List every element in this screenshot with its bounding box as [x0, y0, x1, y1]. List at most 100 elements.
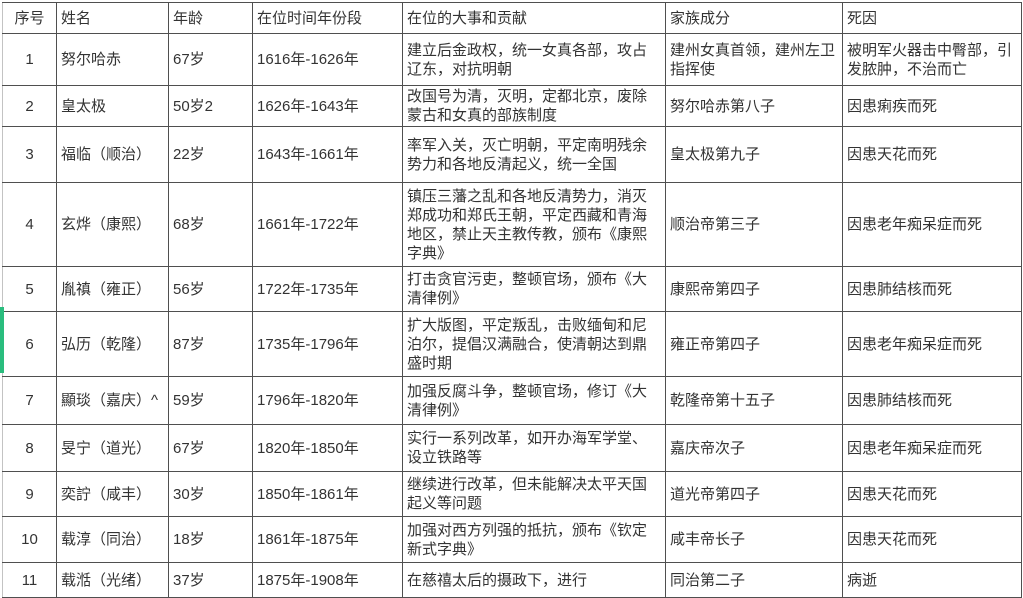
table-row: 4 玄烨（康熙） 68岁 1661年-1722年 镇压三藩之乱和各地反清势力，消灭郑成功…	[2, 182, 1022, 267]
cell-index[interactable]: 1	[2, 33, 57, 86]
cell-name[interactable]: 弘历（乾隆）	[56, 311, 169, 377]
cell-deeds[interactable]: 加强对西方列强的抵抗，颁布《钦定新式字典》	[402, 516, 666, 563]
cell-reign[interactable]: 1661年-1722年	[252, 182, 403, 267]
table-row: 10 载淳（同治） 18岁 1861年-1875年 加强对西方列强的抵抗，颁布《钦定新式…	[2, 516, 1022, 563]
cell-death[interactable]: 因患老年痴呆症而死	[842, 182, 1022, 267]
cell-deeds[interactable]: 率军入关，灭亡明朝，平定南明残余势力和各地反清起义，统一全国	[402, 126, 666, 183]
cell-family[interactable]: 同治第二子	[665, 562, 843, 598]
cell-age[interactable]: 67岁	[168, 33, 253, 86]
cell-age[interactable]: 30岁	[168, 471, 253, 517]
cell-deeds[interactable]: 改国号为清，灭明，定都北京，废除蒙古和女真的部族制度	[402, 85, 666, 127]
cell-age[interactable]: 50岁2	[168, 85, 253, 127]
cell-death[interactable]: 因患肺结核而死	[842, 376, 1022, 425]
table-header-row: 序号 姓名 年龄 在位时间年份段 在位的大事和贡献 家族成分 死因	[2, 2, 1022, 34]
table-row: 1 努尔哈赤 67岁 1616年-1626年 建立后金政权，统一女真各部，攻占辽东，对抗…	[2, 33, 1022, 86]
cell-family[interactable]: 康熙帝第四子	[665, 266, 843, 312]
cell-age[interactable]: 67岁	[168, 424, 253, 472]
cell-reign[interactable]: 1850年-1861年	[252, 471, 403, 517]
header-deeds[interactable]: 在位的大事和贡献	[402, 2, 666, 34]
cell-reign[interactable]: 1796年-1820年	[252, 376, 403, 425]
cell-deeds[interactable]: 在慈禧太后的摄政下，进行	[402, 562, 666, 598]
cell-name[interactable]: 载淳（同治）	[56, 516, 169, 563]
header-family[interactable]: 家族成分	[665, 2, 843, 34]
cell-name[interactable]: 顯琰（嘉庆）^	[56, 376, 169, 425]
cell-death[interactable]: 因患天花而死	[842, 126, 1022, 183]
table-row: 8 旻宁（道光） 67岁 1820年-1850年 实行一系列改革，如开办海军学堂、设立铁…	[2, 424, 1022, 472]
cell-name[interactable]: 努尔哈赤	[56, 33, 169, 86]
header-death[interactable]: 死因	[842, 2, 1022, 34]
cell-deeds[interactable]: 扩大版图，平定叛乱，击败缅甸和尼泊尔，提倡汉满融合，使清朝达到鼎盛时期	[402, 311, 666, 377]
cell-reign[interactable]: 1643年-1661年	[252, 126, 403, 183]
cell-index[interactable]: 2	[2, 85, 57, 127]
table-row: 6 弘历（乾隆） 87岁 1735年-1796年 扩大版图，平定叛乱，击败缅甸和尼泊尔，…	[2, 311, 1022, 377]
cell-reign[interactable]: 1616年-1626年	[252, 33, 403, 86]
header-age[interactable]: 年龄	[168, 2, 253, 34]
cell-family[interactable]: 顺治帝第三子	[665, 182, 843, 267]
cell-deeds[interactable]: 实行一系列改革，如开办海军学堂、设立铁路等	[402, 424, 666, 472]
cell-reign[interactable]: 1722年-1735年	[252, 266, 403, 312]
cell-name[interactable]: 旻宁（道光）	[56, 424, 169, 472]
header-reign[interactable]: 在位时间年份段	[252, 2, 403, 34]
header-index[interactable]: 序号	[2, 2, 57, 34]
table-row: 9 奕詝（咸丰） 30岁 1850年-1861年 继续进行改革，但未能解决太平天国起义等…	[2, 471, 1022, 517]
cell-name[interactable]: 玄烨（康熙）	[56, 182, 169, 267]
cell-age[interactable]: 59岁	[168, 376, 253, 425]
cell-index[interactable]: 3	[2, 126, 57, 183]
cell-name[interactable]: 皇太极	[56, 85, 169, 127]
table-body: 1 努尔哈赤 67岁 1616年-1626年 建立后金政权，统一女真各部，攻占辽东，对抗…	[2, 33, 1022, 598]
cell-family[interactable]: 努尔哈赤第八子	[665, 85, 843, 127]
cell-death[interactable]: 因患老年痴呆症而死	[842, 311, 1022, 377]
row-highlight-marker	[0, 307, 4, 373]
cell-name[interactable]: 载湉（光绪）	[56, 562, 169, 598]
cell-death[interactable]: 被明军火器击中臀部，引发脓肿，不治而亡	[842, 33, 1022, 86]
cell-age[interactable]: 22岁	[168, 126, 253, 183]
cell-deeds[interactable]: 加强反腐斗争，整顿官场，修订《大清律例》	[402, 376, 666, 425]
table-row: 11 载湉（光绪） 37岁 1875年-1908年 在慈禧太后的摄政下，进行 同治第二子病…	[2, 562, 1022, 598]
cell-age[interactable]: 87岁	[168, 311, 253, 377]
cell-index[interactable]: 10	[2, 516, 57, 563]
cell-family[interactable]: 道光帝第四子	[665, 471, 843, 517]
table-row: 5 胤禛（雍正） 56岁 1722年-1735年 打击贪官污吏，整顿官场，颁布《大清律例…	[2, 266, 1022, 312]
cell-index[interactable]: 7	[2, 376, 57, 425]
cell-deeds[interactable]: 继续进行改革，但未能解决太平天国起义等问题	[402, 471, 666, 517]
cell-deeds[interactable]: 打击贪官污吏，整顿官场，颁布《大清律例》	[402, 266, 666, 312]
cell-name[interactable]: 胤禛（雍正）	[56, 266, 169, 312]
cell-index[interactable]: 9	[2, 471, 57, 517]
cell-family[interactable]: 咸丰帝长子	[665, 516, 843, 563]
cell-reign[interactable]: 1861年-1875年	[252, 516, 403, 563]
cell-index[interactable]: 8	[2, 424, 57, 472]
cell-age[interactable]: 56岁	[168, 266, 253, 312]
cell-deeds[interactable]: 镇压三藩之乱和各地反清势力，消灭郑成功和郑氏王朝，平定西藏和青海地区，禁止天主教…	[402, 182, 666, 267]
table-row: 3 福临（顺治） 22岁 1643年-1661年 率军入关，灭亡明朝，平定南明残余势力和…	[2, 126, 1022, 183]
header-name[interactable]: 姓名	[56, 2, 169, 34]
cell-family[interactable]: 雍正帝第四子	[665, 311, 843, 377]
cell-age[interactable]: 18岁	[168, 516, 253, 563]
cell-death[interactable]: 病逝	[842, 562, 1022, 598]
cell-family[interactable]: 嘉庆帝次子	[665, 424, 843, 472]
cell-death[interactable]: 因患肺结核而死	[842, 266, 1022, 312]
cell-index[interactable]: 4	[2, 182, 57, 267]
table-row: 2 皇太极 50岁2 1626年-1643年 改国号为清，灭明，定都北京，废除蒙古和女真…	[2, 85, 1022, 127]
cell-family[interactable]: 皇太极第九子	[665, 126, 843, 183]
cell-reign[interactable]: 1735年-1796年	[252, 311, 403, 377]
cell-death[interactable]: 因患天花而死	[842, 471, 1022, 517]
cell-death[interactable]: 因患天花而死	[842, 516, 1022, 563]
cell-name[interactable]: 奕詝（咸丰）	[56, 471, 169, 517]
cell-reign[interactable]: 1626年-1643年	[252, 85, 403, 127]
table-row: 7 顯琰（嘉庆）^ 59岁 1796年-1820年 加强反腐斗争，整顿官场，修订《大清律…	[2, 376, 1022, 425]
cell-index[interactable]: 11	[2, 562, 57, 598]
cell-index[interactable]: 5	[2, 266, 57, 312]
cell-reign[interactable]: 1820年-1850年	[252, 424, 403, 472]
cell-age[interactable]: 68岁	[168, 182, 253, 267]
cell-name[interactable]: 福临（顺治）	[56, 126, 169, 183]
cell-death[interactable]: 因患痢疾而死	[842, 85, 1022, 127]
cell-age[interactable]: 37岁	[168, 562, 253, 598]
cell-index[interactable]: 6	[2, 311, 57, 377]
cell-reign[interactable]: 1875年-1908年	[252, 562, 403, 598]
cell-family[interactable]: 建州女真首领，建州左卫指挥使	[665, 33, 843, 86]
cell-family[interactable]: 乾隆帝第十五子	[665, 376, 843, 425]
cell-deeds[interactable]: 建立后金政权，统一女真各部，攻占辽东，对抗明朝	[402, 33, 666, 86]
cell-death[interactable]: 因患老年痴呆症而死	[842, 424, 1022, 472]
